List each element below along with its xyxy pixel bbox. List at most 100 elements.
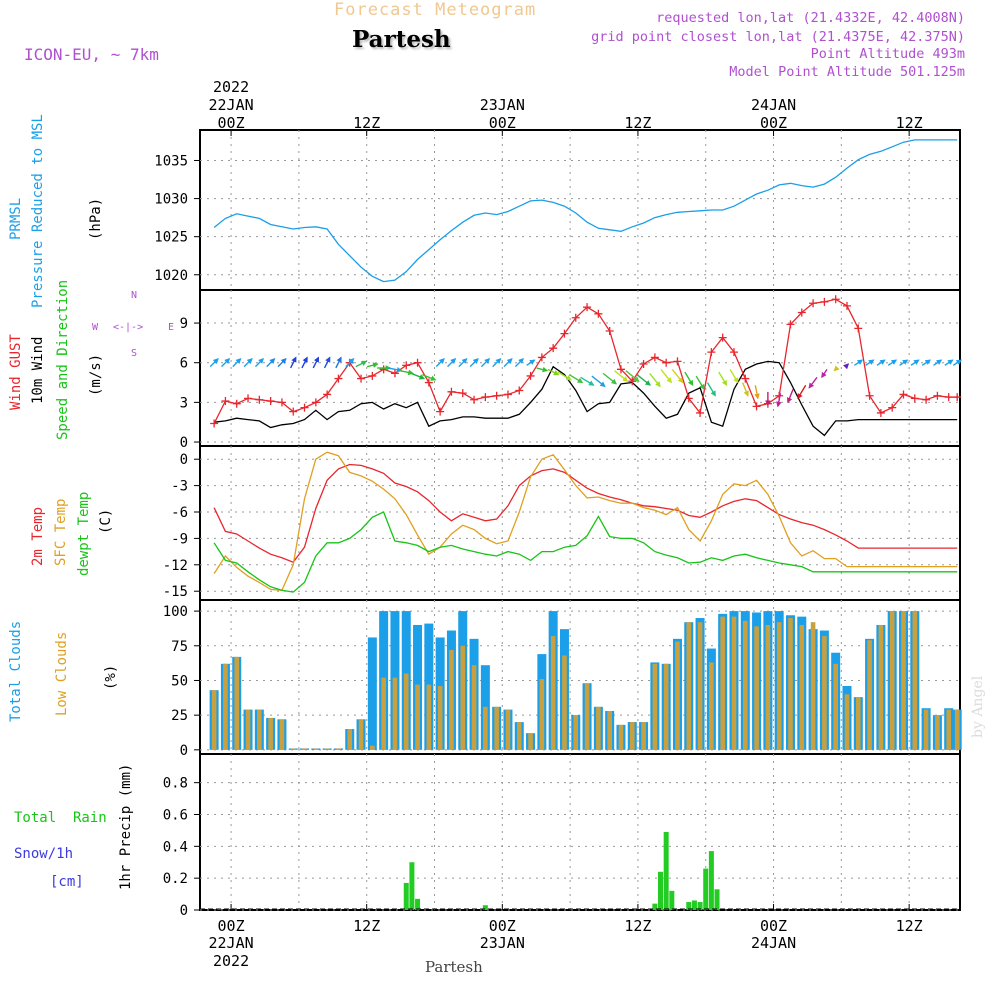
bottom-hour-label: 12Z (624, 917, 651, 935)
gust-marker (786, 320, 795, 329)
low-cloud-bar (867, 640, 872, 750)
wind-direction-arrow (910, 359, 920, 366)
low-cloud-bar (245, 709, 251, 750)
total-cloud-bar (367, 637, 377, 750)
low-cloud-bar (460, 645, 466, 750)
low-cloud-bar (607, 710, 612, 750)
low-cloud-bar (505, 709, 511, 750)
y-tick-label-3: 100 (163, 604, 188, 620)
wind-direction-arrow (301, 356, 308, 369)
wind-direction-arrow (232, 358, 242, 368)
rain-bar (663, 832, 669, 910)
y-tick-label-1: 9 (180, 316, 188, 332)
gust-marker (357, 374, 366, 383)
low-cloud-bar (901, 611, 906, 750)
rain-bar (658, 871, 664, 910)
wind-gust-line (213, 298, 958, 424)
gust-marker (888, 403, 897, 412)
gust-marker (413, 358, 422, 367)
gust-marker (379, 365, 388, 374)
wind-direction-arrow (422, 374, 437, 381)
gust-marker (515, 386, 524, 395)
gust-marker (266, 397, 275, 406)
wind-direction-arrow (435, 358, 445, 368)
gust-marker (390, 369, 399, 378)
bottom-hour-label: 00Z (760, 917, 787, 935)
gust-marker (537, 353, 546, 362)
wind-direction-arrow (526, 359, 536, 366)
panel-frame-4 (199, 753, 961, 911)
compass-arrow: <-|-> (113, 322, 143, 333)
low-cloud-bar (641, 722, 646, 750)
low-cloud-bar (449, 649, 454, 750)
top-hour-label: 12Z (624, 114, 651, 132)
y-tick-label-2: -9 (171, 531, 188, 547)
requested-coords: requested lon,lat (21.4332E, 42.4008N) (656, 10, 965, 26)
wind-direction-arrow (671, 368, 684, 384)
low-cloud-bar (483, 706, 488, 750)
y-tick-label-2: -15 (163, 584, 188, 600)
gust-marker (436, 407, 445, 416)
gust-marker (933, 391, 942, 400)
wind-direction-arrow (944, 359, 954, 366)
wind-direction-arrow (776, 393, 782, 408)
y-tick-label-0: 1030 (154, 192, 188, 208)
wind-direction-arrow (808, 376, 818, 389)
gust-marker (684, 394, 693, 403)
gust-marker (255, 395, 264, 404)
sfc-temp-line (213, 451, 958, 591)
grid-coords: grid point closest lon,lat (21.4375E, 42… (591, 29, 965, 45)
bottom-hour-label: 00Z (489, 917, 516, 935)
low-cloud-bar (336, 748, 341, 750)
rain-bar (652, 903, 658, 910)
low-cloud-bar (596, 706, 601, 750)
model-label: ICON-EU, ~ 7km (24, 45, 159, 64)
wind-direction-arrow (786, 389, 794, 404)
gust-marker (953, 393, 962, 402)
low-cloud-bar (324, 748, 330, 750)
compass-icon: N <-|-> W E S (92, 290, 174, 359)
y-tick-label-4: 0.4 (163, 839, 188, 855)
wind-direction-arrow (514, 358, 524, 368)
gust-marker (854, 324, 863, 333)
y-tick-label-3: 50 (171, 673, 188, 689)
total-rain-label: Total Rain (14, 810, 107, 826)
low-cloud-bar (403, 673, 409, 750)
low-cloud-bar (754, 626, 759, 750)
wind-direction-arrow (921, 359, 931, 366)
gust-marker (718, 333, 727, 342)
gust-marker (899, 390, 908, 399)
wind-direction-arrow (706, 382, 716, 397)
low-cloud-bar (833, 663, 838, 750)
temp2m-line (213, 463, 958, 563)
low-cloud-bar (697, 622, 703, 750)
low-cloud-bar (742, 620, 748, 750)
bottom-hour-label: 12Z (896, 917, 923, 935)
wind-direction-arrow (843, 363, 850, 370)
gust-marker (458, 389, 467, 398)
y-tick-label-2: -12 (163, 558, 188, 574)
wind-direction-arrow (458, 358, 468, 368)
rain-bar (415, 898, 421, 910)
location-title: Partesh (352, 26, 451, 53)
y-tick-label-2: -3 (171, 479, 188, 495)
wind-direction-arrow (323, 356, 331, 369)
gust-marker (232, 399, 241, 408)
y-tick-label-4: 0.6 (163, 807, 188, 823)
y-tick-label-3: 0 (180, 743, 188, 759)
wind-direction-arrow (290, 356, 297, 369)
wind-direction-arrow (797, 384, 807, 400)
gust-marker (210, 419, 219, 428)
gust-marker (865, 391, 874, 400)
low-cloud-bar (776, 622, 782, 750)
gust-marker (560, 329, 569, 338)
low-cloud-bar (279, 719, 285, 750)
gust-marker (244, 394, 253, 403)
gust-marker (571, 313, 580, 322)
gust-marker (300, 403, 309, 412)
gust-marker (503, 390, 512, 399)
wind-direction-arrow (718, 371, 728, 387)
gust-marker (583, 303, 592, 312)
low-cloud-bar (494, 706, 499, 750)
low-cloud-bar (471, 665, 477, 750)
